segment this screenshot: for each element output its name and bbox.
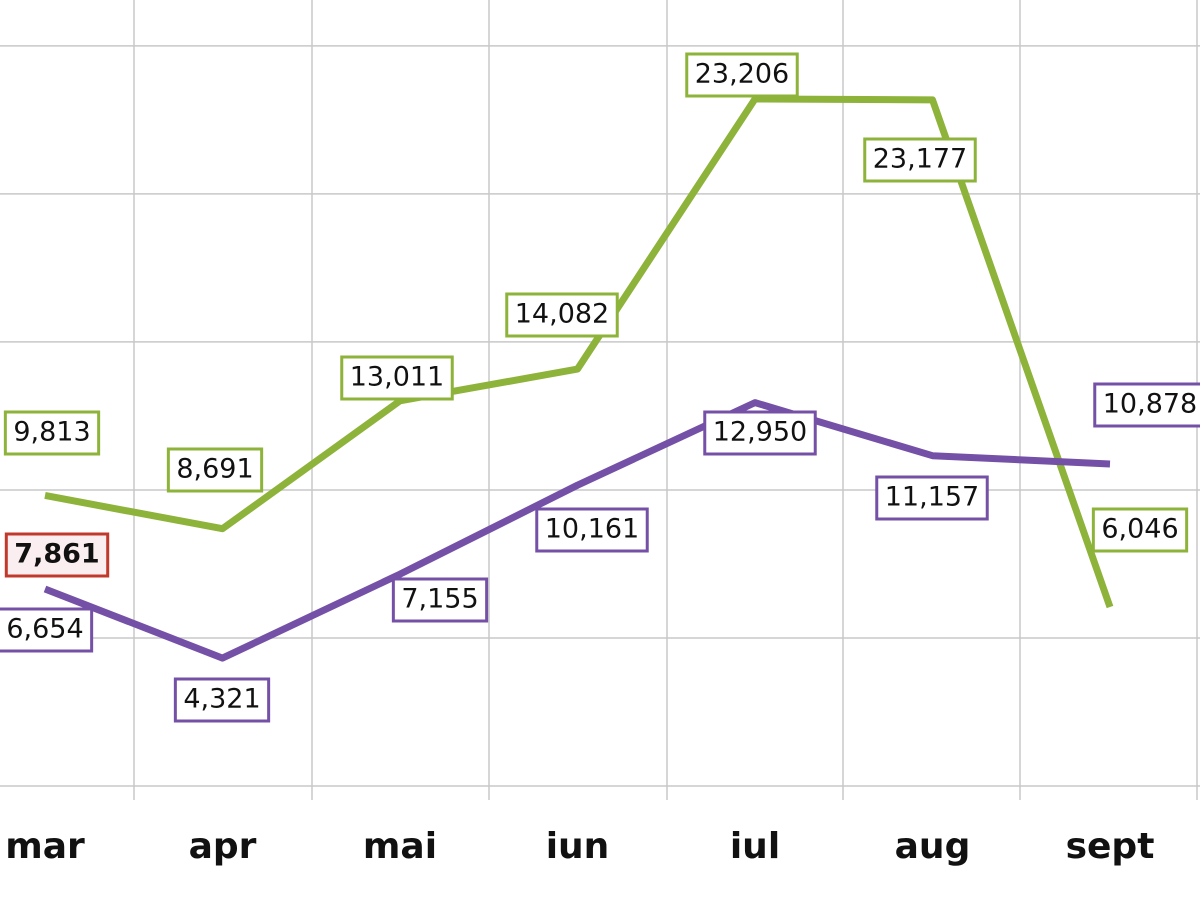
data-label: 23,206 [685,52,799,98]
data-label-text: 6,046 [1101,514,1178,545]
data-label: 6,046 [1091,507,1189,553]
vertical-grid [133,0,1198,800]
data-label-box [340,355,454,401]
data-label-box [703,410,817,456]
data-label-text: 7,155 [401,584,478,615]
data-label-box [3,410,101,456]
data-label-box [535,507,649,553]
data-label: 10,161 [535,507,649,553]
x-tick-label: sept [1066,826,1155,867]
data-label: 14,082 [505,292,619,338]
data-label: 4,321 [173,677,271,723]
data-label: 13,011 [340,355,454,401]
x-tick-label: aug [895,826,971,867]
data-label-box [1093,382,1200,428]
x-tick-label: mar [5,826,85,867]
data-label: 12,950 [703,410,817,456]
x-tick-label: iul [730,826,780,867]
data-label-text: 6,654 [6,614,83,645]
data-label: 10,878 [1093,382,1200,428]
data-label-text: 10,878 [1103,389,1197,420]
data-label-box [505,292,619,338]
data-label-box [863,137,977,183]
data-label: 6,654 [0,607,94,653]
data-label-text: 4,321 [183,684,260,715]
data-label-text: 8,691 [176,454,253,485]
data-label: 9,813 [3,410,101,456]
x-tick-label: apr [189,826,257,867]
data-label-text: 12,950 [713,417,807,448]
data-label-text: 10,161 [545,514,639,545]
data-label-text: 14,082 [515,299,609,330]
data-label-text: 23,177 [873,144,967,175]
x-tick-label: iun [546,826,610,867]
data-label-text: 13,011 [350,362,444,393]
data-label-box [0,607,94,653]
data-label-box [875,475,989,521]
data-label-box [1091,507,1189,553]
data-label-text: 23,206 [695,59,789,90]
data-label-box [685,52,799,98]
x-tick-label: mai [363,826,437,867]
data-label: 8,691 [166,447,264,493]
data-label: 7,155 [391,577,489,623]
data-label-box [4,532,110,578]
data-label: 23,177 [863,137,977,183]
data-label-text: 11,157 [885,482,979,513]
series-line [44,95,1114,609]
data-label-box [173,677,271,723]
data-label-box [391,577,489,623]
series-line [43,399,1111,662]
data-label-box [166,447,264,493]
data-label: 11,157 [875,475,989,521]
data-label-text: 9,813 [13,417,90,448]
data-label-text: 7,861 [14,539,99,570]
data-label: 7,861 [4,532,110,578]
